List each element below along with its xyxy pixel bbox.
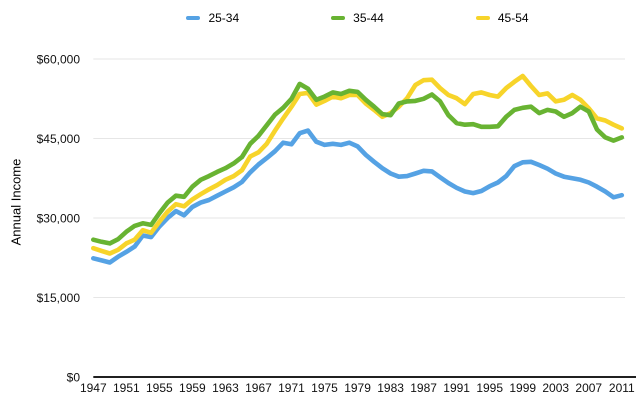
legend-item-35-44: 35-44	[331, 11, 384, 25]
chart-legend: 25-34 35-44 45-54	[93, 9, 622, 27]
x-tick-label: 1975	[311, 381, 338, 395]
y-tick-label: $60,000	[37, 53, 81, 67]
x-tick-label: 2003	[542, 381, 569, 395]
y-axis-title: Annual Income	[8, 158, 24, 246]
x-tick-label: 2007	[575, 381, 602, 395]
x-tick-label: 1951	[113, 381, 140, 395]
y-tick-label: $30,000	[37, 212, 81, 226]
legend-label: 25-34	[208, 11, 240, 25]
legend-swatch-icon	[475, 16, 490, 20]
x-tick-label: 1955	[146, 381, 173, 395]
series-line-25-34	[91, 128, 625, 265]
x-tick-label: 1963	[212, 381, 239, 395]
x-tick-label: 1971	[278, 381, 305, 395]
x-tick-label: 1947	[80, 381, 107, 395]
legend-item-25-34: 25-34	[186, 11, 239, 25]
legend-item-45-54: 45-54	[475, 11, 529, 25]
y-tick-label: $45,000	[37, 132, 81, 146]
legend-swatch-icon	[186, 16, 201, 20]
x-tick-label: 1983	[377, 381, 404, 395]
x-tick-label: 1967	[245, 381, 272, 395]
x-tick-label: 1995	[476, 381, 503, 395]
x-tick-label: 1987	[410, 381, 437, 395]
legend-label: 45-54	[497, 11, 529, 25]
legend-swatch-icon	[331, 16, 346, 20]
x-tick-label: 1959	[179, 381, 206, 395]
y-tick-label: $0	[67, 371, 81, 385]
legend-label: 35-44	[353, 11, 384, 25]
x-tick-label: 1999	[509, 381, 536, 395]
x-tick-label: 1991	[443, 381, 470, 395]
series-line-35-44	[91, 81, 625, 246]
y-tick-label: $15,000	[37, 291, 81, 305]
x-tick-label: 2011	[609, 381, 635, 395]
x-tick-label: 1979	[344, 381, 371, 395]
